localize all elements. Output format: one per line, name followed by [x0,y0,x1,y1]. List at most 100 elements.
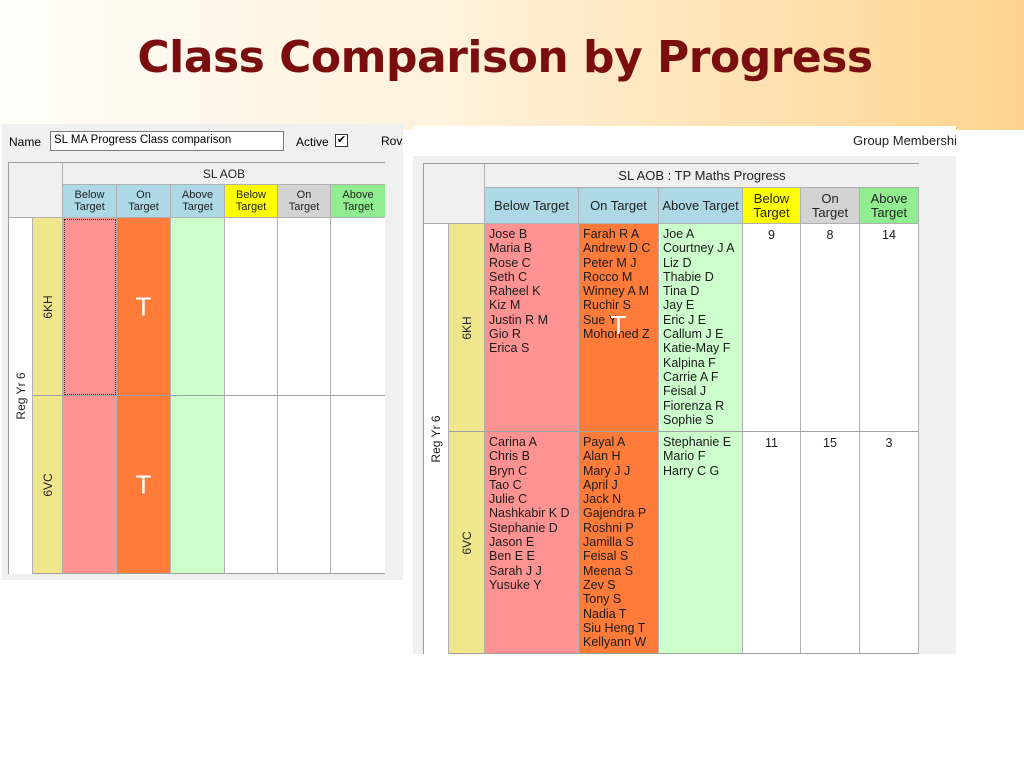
col-header-count-above[interactable]: Above Target [331,185,385,218]
cell-above[interactable] [171,396,225,574]
toolbar: Name SL MA Progress Class comparison Act… [2,124,403,158]
student-name: Payal A [583,435,626,449]
col-header-count-on[interactable]: On Target [801,188,860,224]
col-header-line1: Above [181,189,214,201]
student-name: Sarah J J [489,563,542,578]
cell-on[interactable]: T [117,396,171,574]
group-membership-label[interactable]: Group Membershi [853,133,956,148]
student-name: Courtney J A [663,241,735,256]
student-name: Sophie S [663,412,714,427]
count-below-target[interactable]: 11 [743,432,801,654]
col-header-line2: Target [342,201,374,213]
col-header-line1: On [821,190,839,206]
col-header-line1: On [136,189,151,201]
cell-count-above[interactable] [331,396,385,574]
col-header-count-above[interactable]: Above Target [860,188,919,224]
student-name: Mario F [663,449,706,464]
student-name: Joe A [663,227,695,241]
student-name: Ruchir S [583,298,631,313]
cell-count-below[interactable] [225,218,278,396]
group-header: SL AOB [63,163,385,185]
student-name: Gajendra P [583,506,647,521]
cell-count-on[interactable] [278,396,331,574]
col-header-above[interactable]: Above Target [171,185,225,218]
cell-count-on[interactable] [278,218,331,396]
cell-on[interactable]: T [117,218,171,396]
student-name: Roshni P [583,520,634,535]
cell-count-below[interactable] [225,396,278,574]
student-name: Seth C [489,269,528,284]
col-header-line1: Above [342,189,374,201]
grid-corner [424,164,485,224]
class-row-header-6vc: 6VC [33,396,63,574]
student-name: Jose B [489,227,528,241]
count-below-target[interactable]: 9 [743,224,801,432]
col-header-line2: Target [74,201,105,213]
student-name: Harry C G [663,463,720,478]
cell-on-target[interactable]: Farah R A Andrew D C Peter M J Rocco M Winne… [579,224,659,432]
cell-below[interactable] [63,218,117,396]
col-header-below[interactable]: Below Target [63,185,117,218]
cell-above[interactable] [171,218,225,396]
row-group-header: Reg Yr 6 [424,224,449,654]
col-header-below-target[interactable]: Below Target [485,188,579,224]
cell-below[interactable] [63,396,117,574]
col-header-line2: Target [870,204,908,220]
student-name: Stephanie E [663,435,732,449]
student-name: Jason E [489,535,535,550]
col-header-line1: On [296,189,312,201]
cell-count-above[interactable] [331,218,385,396]
class-row-header-6kh: 6KH [33,218,63,396]
slide-title: Class Comparison by Progress [137,32,873,83]
student-name: Yusuke Y [489,577,542,592]
col-header-on[interactable]: On Target [117,185,171,218]
cell-on-target[interactable]: Payal A Alan H Mary J J April J Jack N Gajend… [579,432,659,654]
col-header-line2: Target [182,201,213,213]
active-label: Active [296,135,329,149]
student-name: Kellyann W [583,635,647,650]
student-name: Meena S [583,563,634,578]
target-marker: T [135,291,152,321]
col-header-count-below[interactable]: Below Target [225,185,278,218]
col-header-count-below[interactable]: Below Target [743,188,801,224]
cell-above-target[interactable]: Stephanie E Mario F Harry C G [659,432,743,654]
student-name: Gio R [489,327,521,342]
student-name: Jay E [663,298,695,313]
count-above-target[interactable]: 3 [860,432,919,654]
col-header-on-target[interactable]: On Target [579,188,659,224]
col-header-line2: Target [753,204,790,220]
student-name: Alan H [583,449,621,464]
student-name: Katie-May F [663,341,731,356]
col-header-count-on[interactable]: On Target [278,185,331,218]
toolbar: Group Membershi [413,126,956,156]
student-name: Winney A M [583,284,649,299]
count-above-target[interactable]: 14 [860,224,919,432]
count-on-target[interactable]: 8 [801,224,860,432]
col-header-line2: Target [235,201,267,213]
student-name: Nashkabir K D [489,506,570,521]
class-row-header-6vc: 6VC [449,432,485,654]
cell-below-target[interactable]: Jose B Maria B Rose C Seth C Raheel K Kiz M Ju… [485,224,579,432]
cell-above-target[interactable]: Joe A Courtney J A Liz D Thabie D Tina D Jay … [659,224,743,432]
maths-progress-screenshot: Group Membershi SL AOB : TP Maths Progre… [413,126,956,676]
group-header: SL AOB : TP Maths Progress [485,164,919,188]
cell-below-target[interactable]: Carina A Chris B Bryn C Tao C Julie C Nashkab… [485,432,579,654]
student-name: Rocco M [583,269,633,284]
target-marker: T [610,310,627,340]
student-name: Zev S [583,577,616,592]
col-header-line1: Above [870,190,908,206]
student-name: Jack N [583,492,622,507]
student-name: Tony S [583,592,622,607]
student-name: Fiorenza R [663,398,725,413]
title-banner [0,0,1024,130]
col-header-above-target[interactable]: Above Target [659,188,743,224]
count-on-target[interactable]: 15 [801,432,860,654]
active-checkbox[interactable]: ✔ [335,134,348,147]
name-input[interactable]: SL MA Progress Class comparison [50,131,284,151]
row-group-label: Reg Yr 6 [13,372,28,420]
student-name: Peter M J [583,255,637,270]
class-comparison-screenshot: Name SL MA Progress Class comparison Act… [2,124,403,580]
col-header-line1: Below [74,189,105,201]
student-name: Callum J E [663,327,724,342]
class-row-header-6kh: 6KH [449,224,485,432]
